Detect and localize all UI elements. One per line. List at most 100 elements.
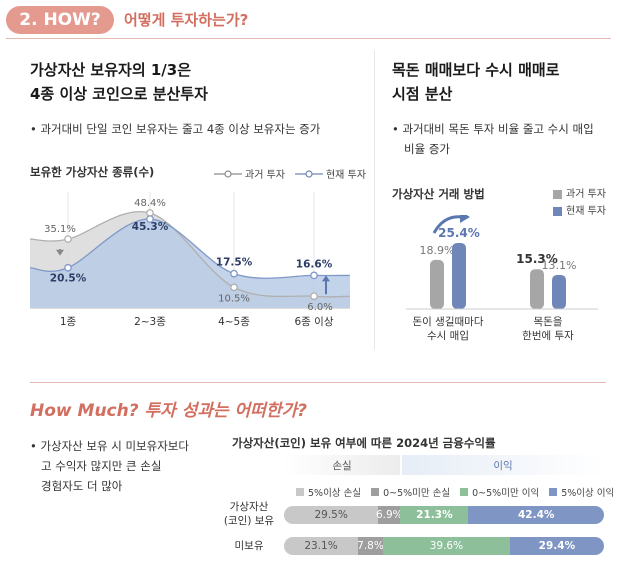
bar-category-label: 돈이 생길때마다 bbox=[413, 315, 484, 328]
section-divider bbox=[30, 382, 606, 383]
legend-past-marker bbox=[214, 169, 242, 178]
segment-value-label: 6.9% bbox=[375, 509, 403, 521]
bottom-bullet-3: 경험자도 더 많아 bbox=[41, 479, 123, 493]
left-legend: 과거 투자 현재 투자 bbox=[214, 166, 366, 181]
segment-value-label: 29.5% bbox=[314, 509, 348, 521]
returns-chart-title: 가상자산(코인) 보유 여부에 따른 2024년 금융수익률 bbox=[232, 436, 496, 450]
loss-header: 손실 bbox=[284, 455, 400, 475]
bar-segment bbox=[382, 537, 510, 555]
legend-swatch bbox=[371, 488, 380, 496]
legend-label: 0~5%미만 손실 bbox=[383, 488, 451, 499]
row-label: 미보유 bbox=[218, 539, 280, 553]
section-badge: 2. HOW? bbox=[6, 6, 114, 34]
past-value-label: 35.1% bbox=[44, 224, 76, 235]
legend-swatch bbox=[460, 488, 469, 496]
left-bullet: • 과거대비 단일 코인 보유자는 줄고 4종 이상 보유자는 증가 bbox=[30, 122, 321, 136]
right-bullet-2: 비율 증가 bbox=[404, 142, 450, 156]
row-label: 가상자산 (코인) 보유 bbox=[218, 500, 280, 528]
past-bar bbox=[530, 269, 544, 309]
right-heading-2: 시점 분산 bbox=[392, 85, 453, 103]
growth-arrowhead bbox=[460, 215, 470, 223]
left-heading-1: 가상자산 보유자의 1/3은 bbox=[30, 61, 191, 79]
now-value-label: 45.3% bbox=[132, 221, 169, 233]
now-value-label: 16.6% bbox=[296, 258, 333, 270]
legend-now-swatch bbox=[553, 207, 562, 216]
now-value-label: 17.5% bbox=[216, 257, 253, 269]
legend-swatch bbox=[549, 488, 558, 496]
right-chart-title: 가상자산 거래 방법 bbox=[392, 187, 485, 201]
left-chart-title: 보유한 가상자산 종류(수) bbox=[30, 165, 155, 179]
decrease-arrowhead bbox=[56, 249, 64, 256]
growth-arrow bbox=[432, 215, 463, 234]
series-now-area bbox=[30, 219, 350, 308]
now-point bbox=[146, 215, 154, 223]
vertical-divider bbox=[374, 50, 375, 350]
left-heading-2: 4종 이상 코인으로 분산투자 bbox=[30, 85, 208, 103]
segment-value-label: 29.4% bbox=[538, 540, 576, 552]
category-label: 4~5종 bbox=[218, 316, 250, 328]
now-bar bbox=[552, 274, 566, 309]
legend-now-label: 현재 투자 bbox=[325, 170, 366, 181]
bar-value-label: 15.3% bbox=[516, 252, 558, 266]
legend-swatch bbox=[296, 488, 304, 496]
right-legend: 과거 투자 현재 투자 bbox=[553, 186, 606, 220]
now-point bbox=[64, 263, 72, 272]
bar-category-label: 한번에 투자 bbox=[522, 330, 574, 342]
bar-segment bbox=[468, 506, 604, 524]
bar-value-label: 18.9% bbox=[420, 244, 455, 257]
holdings-line-chart: 35.1% 48.4% 10.5% 6.0% 20.5% 45.3% 17.5% 16.6% 1… bbox=[29, 192, 351, 328]
row-label-line: (코인) 보유 bbox=[223, 515, 275, 527]
past-value-label: 6.0% bbox=[307, 302, 332, 313]
increase-arrowhead bbox=[322, 275, 330, 282]
legend-label: 5%이상 이익 bbox=[561, 488, 615, 499]
row-label-line: 가상자산 bbox=[229, 501, 269, 513]
segment-value-label: 21.3% bbox=[416, 509, 453, 521]
row-label-line: 미보유 bbox=[234, 540, 264, 552]
now-bar bbox=[452, 242, 466, 309]
chart-marks bbox=[29, 209, 351, 301]
bar-segment bbox=[284, 506, 379, 524]
now-point bbox=[230, 269, 238, 278]
bar-segment bbox=[284, 537, 358, 555]
stacked-bar: 29.5% 6.9% 21.3% 42.4% bbox=[284, 506, 604, 524]
right-heading-1: 목돈 매매보다 수시 매매로 bbox=[392, 61, 560, 79]
bar-segment bbox=[378, 506, 401, 524]
bar-category-label: 목돈을 bbox=[534, 316, 563, 328]
section-title: 어떻게 투자하는가? bbox=[124, 11, 249, 29]
stacked-bar: 23.1% 7.8% 39.6% 29.4% bbox=[284, 537, 604, 555]
loss-gain-strip: 손실 이익 bbox=[284, 455, 604, 475]
past-point bbox=[64, 235, 72, 243]
segment-value-label: 7.8% bbox=[357, 540, 384, 552]
bottom-bullet-1: • 가상자산 보유 시 미보유자보다 bbox=[30, 439, 189, 453]
past-value-label: 10.5% bbox=[218, 293, 250, 304]
legend-now-marker bbox=[294, 169, 323, 178]
bar-segment bbox=[357, 537, 383, 555]
category-label: 2~3종 bbox=[134, 316, 166, 328]
chart-labels: 35.1% 48.4% 10.5% 6.0% 20.5% 45.3% 17.5% 16.6% 1… bbox=[44, 198, 334, 328]
now-point bbox=[310, 271, 318, 280]
bottom-title: How Much? 투자 성과는 어떠한가? bbox=[30, 401, 307, 421]
bottom-bullet-2: 고 수익자 많지만 큰 손실 bbox=[41, 459, 162, 473]
segment-value-label: 39.6% bbox=[429, 540, 464, 552]
legend-past-label: 과거 투자 bbox=[566, 189, 606, 200]
segment-value-label: 42.4% bbox=[518, 509, 555, 521]
bar-segment bbox=[509, 537, 604, 555]
legend-past-label: 과거 투자 bbox=[245, 170, 285, 181]
segment-value-label: 23.1% bbox=[304, 540, 338, 552]
bar-category-label: 수시 매입 bbox=[427, 329, 469, 342]
past-point bbox=[230, 283, 238, 292]
past-value-label: 48.4% bbox=[134, 198, 166, 209]
bar-value-label: 13.1% bbox=[542, 259, 577, 272]
category-label: 1종 bbox=[60, 316, 77, 328]
now-value-label: 20.5% bbox=[50, 273, 87, 285]
legend-label: 5%이상 손실 bbox=[308, 488, 362, 499]
category-label: 6종 이상 bbox=[295, 316, 334, 328]
legend-past-swatch bbox=[553, 190, 562, 199]
past-point bbox=[310, 292, 318, 301]
legend-label: 0~5%미만 이익 bbox=[472, 488, 540, 499]
bar-value-label: 25.4% bbox=[438, 226, 480, 240]
bar-segment bbox=[400, 506, 469, 524]
legend-now-label: 현재 투자 bbox=[566, 206, 606, 217]
